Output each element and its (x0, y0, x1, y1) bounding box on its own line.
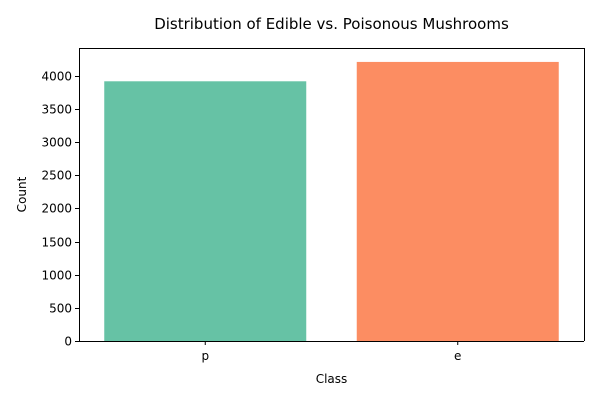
x-tick-label-e: e (454, 349, 461, 363)
y-tick-label-1500: 1500 (41, 236, 72, 250)
bar-p (104, 81, 307, 341)
x-axis-label: Class (316, 372, 348, 386)
y-axis: 0 500 1000 1500 2000 2500 3000 3500 4000 (41, 70, 79, 349)
y-tick-label-0: 0 (64, 335, 72, 349)
y-tick-label-3000: 3000 (41, 136, 72, 150)
bar-e (356, 61, 559, 341)
y-tick-label-4000: 4000 (41, 70, 72, 84)
bars-group (104, 61, 559, 341)
y-tick-label-1000: 1000 (41, 269, 72, 283)
y-tick-label-500: 500 (49, 302, 72, 316)
y-tick-label-2500: 2500 (41, 169, 72, 183)
y-tick-label-3500: 3500 (41, 103, 72, 117)
x-tick-label-p: p (201, 349, 209, 363)
y-tick-label-2000: 2000 (41, 202, 72, 216)
chart-title: Distribution of Edible vs. Poisonous Mus… (154, 15, 509, 33)
y-axis-label: Count (15, 176, 29, 212)
